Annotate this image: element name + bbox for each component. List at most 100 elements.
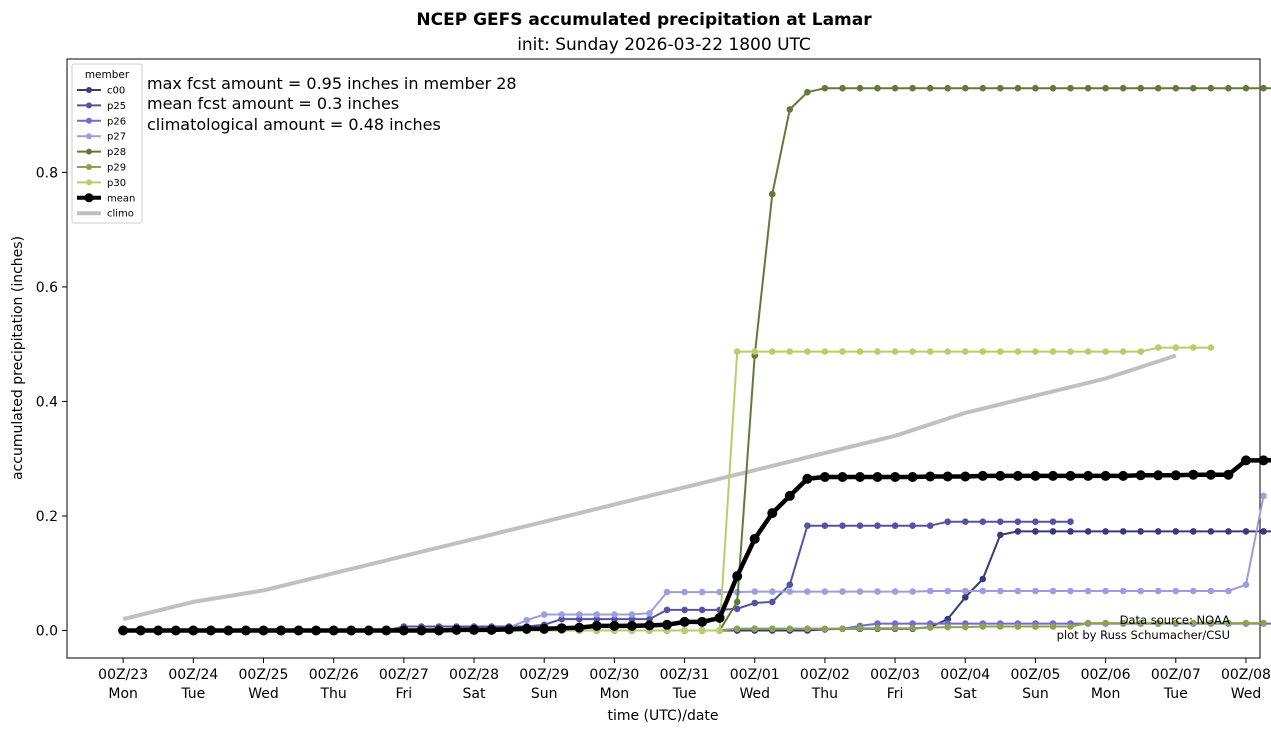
- legend-items: c00 p25 p26 p27 p28 p29 p30 mean climo: [77, 86, 135, 220]
- legend-item-p26: p26: [77, 116, 126, 127]
- data-point-p28: [1190, 84, 1197, 92]
- legend-item-mean: mean: [77, 193, 135, 204]
- data-point-p25: [979, 518, 987, 525]
- data-point-mean: [223, 625, 234, 636]
- data-point-p30: [909, 348, 916, 355]
- data-point-mean: [767, 508, 778, 519]
- data-point-p29: [962, 623, 969, 631]
- data-point-mean: [732, 571, 743, 582]
- data-point-p29: [1119, 619, 1127, 627]
- data-point-mean: [135, 625, 146, 636]
- x-tick-label: 00Z/04: [940, 667, 990, 683]
- data-point-mean: [644, 620, 655, 631]
- data-point-p30: [1032, 348, 1039, 355]
- data-point-p29: [1154, 619, 1162, 627]
- data-point-p30: [1172, 344, 1180, 351]
- data-point-p29: [926, 624, 934, 631]
- data-point-mean: [890, 472, 901, 482]
- plot-credit-text: plot by Russ Schumacher/CSU: [1057, 628, 1230, 642]
- data-point-p28: [979, 84, 987, 92]
- data-point-mean: [1153, 470, 1164, 481]
- data-point-p27: [576, 611, 583, 618]
- x-tick-day-label: Mon: [1091, 686, 1121, 702]
- data-point-p27: [698, 588, 706, 596]
- legend-item-p27: p27: [77, 132, 126, 143]
- data-point-c00: [1102, 528, 1109, 535]
- data-point-p25: [751, 599, 758, 607]
- data-point-c00: [1242, 528, 1250, 535]
- y-axis-label: accumulated precipitation (inches): [10, 236, 26, 480]
- data-point-p28: [1207, 84, 1215, 92]
- x-tick-label: 00Z/07: [1151, 667, 1201, 683]
- data-point-p28: [839, 84, 846, 92]
- data-point-mean: [574, 622, 585, 633]
- data-point-p29: [1260, 619, 1267, 627]
- data-point-p25: [1014, 518, 1022, 525]
- data-point-mean: [1118, 470, 1129, 481]
- data-point-c00: [1067, 528, 1074, 535]
- data-point-mean: [1241, 455, 1251, 466]
- climo-text: climatological amount = 0.48 inches: [147, 115, 441, 134]
- data-point-mean: [626, 620, 637, 631]
- data-point-mean: [1170, 470, 1181, 481]
- data-point-p28: [856, 84, 864, 92]
- x-tick-day-label: Sun: [1022, 686, 1049, 702]
- data-point-mean: [679, 616, 690, 627]
- legend-label: climo: [107, 209, 134, 220]
- data-point-mean: [591, 620, 602, 631]
- data-point-p28: [1084, 84, 1092, 92]
- x-tick-day-label: Sun: [531, 686, 558, 702]
- data-point-p27: [944, 587, 951, 595]
- data-point-p25: [628, 615, 636, 623]
- data-point-c00: [962, 594, 969, 601]
- data-point-p25: [576, 615, 583, 623]
- data-point-p27: [646, 610, 653, 617]
- x-tick-day-label: Wed: [248, 686, 279, 702]
- data-point-p30: [751, 348, 758, 355]
- data-point-p30: [1049, 348, 1057, 355]
- data-point-c00: [1014, 528, 1022, 535]
- data-point-mean: [1135, 470, 1146, 481]
- data-point-p29: [804, 625, 811, 633]
- data-point-p28: [1137, 84, 1144, 92]
- series-line-c00: [123, 530, 1271, 632]
- data-point-p28: [804, 88, 811, 96]
- legend-item-p25: p25: [77, 101, 126, 112]
- legend-label: p29: [107, 163, 126, 174]
- data-point-p27: [1137, 587, 1144, 595]
- credits: Data source: NOAA plot by Russ Schumache…: [1057, 613, 1230, 642]
- legend-marker-p27: [86, 133, 92, 140]
- legend-item-p28: p28: [77, 147, 126, 158]
- data-point-mean: [942, 471, 953, 482]
- mean-fcst-text: mean fcst amount = 0.3 inches: [147, 94, 399, 113]
- x-tick-day-label: Tue: [180, 686, 205, 702]
- data-point-p30: [1190, 344, 1197, 351]
- data-point-p28: [1242, 84, 1250, 92]
- x-tick-label: 00Z/30: [589, 667, 639, 683]
- y-tick-label: 0.0: [36, 624, 58, 640]
- data-point-p27: [593, 611, 601, 618]
- x-tick-label: 00Z/29: [519, 667, 569, 683]
- x-tick-label: 00Z/02: [800, 667, 850, 683]
- data-point-mean: [960, 471, 971, 482]
- data-point-p27: [997, 587, 1004, 595]
- data-point-c00: [1032, 528, 1039, 535]
- x-tick-day-label: Wed: [1231, 686, 1262, 702]
- data-point-c00: [1084, 528, 1092, 535]
- legend-label: c00: [107, 86, 125, 97]
- x-tick-day-label: Tue: [672, 686, 697, 702]
- data-point-p26: [874, 620, 881, 627]
- data-point-p30: [804, 348, 811, 355]
- data-point-p30: [786, 348, 794, 355]
- data-point-mean: [539, 623, 550, 634]
- legend-item-c00: c00: [77, 86, 125, 97]
- data-point-p30: [997, 348, 1004, 355]
- data-point-p29: [839, 625, 846, 633]
- data-point-p30: [1207, 344, 1215, 351]
- data-point-p29: [751, 625, 758, 633]
- data-point-p27: [628, 611, 636, 618]
- y-tick-label: 0.6: [36, 280, 58, 296]
- data-point-p27: [751, 588, 758, 595]
- data-point-p27: [1014, 587, 1022, 595]
- data-point-p30: [681, 627, 688, 634]
